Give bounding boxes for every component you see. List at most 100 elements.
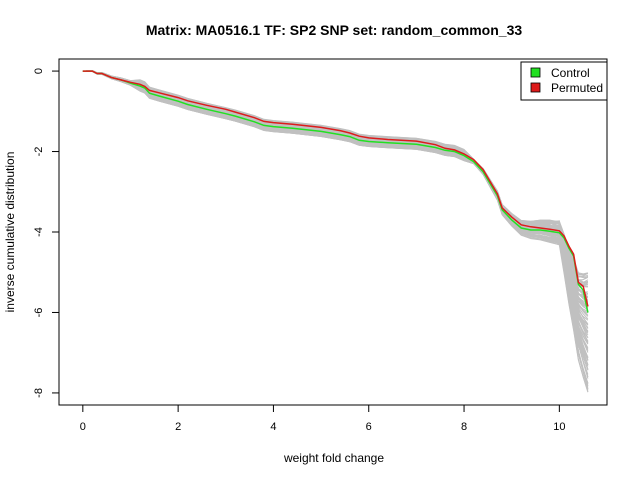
background-line [82,70,589,316]
background-line [82,70,589,276]
x-tick-label: 10 [553,421,565,433]
x-axis-label: weight fold change [283,451,384,465]
legend-label-control: Control [551,66,590,80]
background-line [82,70,589,386]
background-line [82,70,589,297]
background-line [82,70,589,287]
background-line [82,70,588,296]
background-line [82,70,589,350]
background-line [82,70,589,326]
background-line [82,70,588,298]
background-line [82,70,589,349]
background-line [82,70,589,345]
background-line [82,70,589,345]
background-line [82,70,589,338]
background-line [82,70,589,384]
background-line [82,70,588,298]
background-line [82,70,588,287]
background-line [82,70,589,281]
x-tick-label: 8 [461,421,467,433]
background-line [82,70,589,308]
background-line [82,70,589,329]
background-line [82,70,589,278]
background-line [82,70,589,353]
background-line [82,70,589,332]
background-line [82,70,589,312]
y-tick-label: -2 [33,147,45,157]
background-line [82,70,589,311]
background-line [82,70,589,307]
background-line [82,70,589,326]
background-line [82,70,589,325]
background-line [82,70,588,283]
background-line [82,70,588,283]
background-line [82,70,589,384]
background-line [82,70,589,299]
background-line [82,70,589,295]
background-line [82,70,589,275]
background-line [82,70,589,391]
background-line [82,70,589,282]
background-line [82,70,588,293]
chart-title: Matrix: MA0516.1 TF: SP2 SNP set: random… [146,22,523,38]
background-line [82,70,589,300]
legend: Control Permuted [520,61,608,101]
background-line [82,70,589,390]
y-tick-label: -8 [33,388,45,398]
x-tick-label: 6 [366,421,372,433]
background-line [82,70,589,317]
background-line [82,70,589,308]
background-line [82,70,589,317]
background-line [82,70,589,309]
background-line [82,70,589,389]
background-line [82,70,588,286]
background-line [82,70,589,311]
x-tick-label: 2 [175,421,181,433]
background-line [82,70,589,326]
background-line [82,70,589,302]
legend-swatch-control [530,67,541,78]
background-line [82,70,588,287]
background-line [82,70,589,321]
background-line [82,70,589,303]
series-line-control [82,70,589,313]
background-line [82,70,589,339]
background-line [82,70,589,303]
background-line [82,70,589,334]
background-line [82,70,589,312]
background-line [82,70,589,344]
y-tick-label: -6 [33,308,45,318]
background-line [82,70,589,351]
series-lines-group [82,70,589,313]
background-line [82,70,589,392]
background-line [82,70,589,332]
x-tick-label: 4 [270,421,276,433]
x-tick-label: 0 [80,421,86,433]
background-lines-group [82,70,589,393]
background-line [82,70,589,328]
background-line [82,70,588,284]
background-line [82,70,589,278]
y-axis-label: inverse cumulative distribution [3,152,17,313]
legend-label-permuted: Permuted [551,81,603,95]
background-line [82,70,588,279]
background-line [82,70,589,393]
series-line-permuted [82,70,589,307]
background-line [82,70,589,284]
background-line [82,70,589,387]
background-line [82,70,589,284]
background-line [82,70,589,301]
background-line [82,70,588,302]
background-line [82,70,589,306]
y-tick-label: -4 [33,227,45,237]
background-line [82,70,589,342]
x-axis: 0 2 4 6 8 10 [80,404,565,433]
background-line [82,70,589,343]
background-line [82,70,589,314]
background-line [82,70,588,288]
background-line [82,70,589,351]
background-line [82,70,589,333]
background-line [82,70,589,336]
background-line [82,70,589,320]
